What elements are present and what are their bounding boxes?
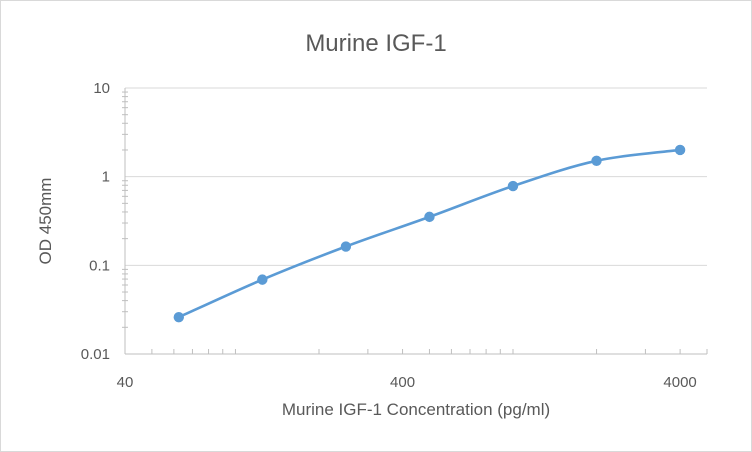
series <box>173 144 686 323</box>
data-point <box>674 144 686 156</box>
y-axis-title: OD 450mm <box>36 178 55 265</box>
data-point <box>591 155 602 166</box>
y-tick-label: 10 <box>93 80 110 97</box>
x-axis-title: Murine IGF-1 Concentration (pg/ml) <box>282 400 550 419</box>
x-tick-label: 400 <box>390 374 415 391</box>
data-point <box>507 180 519 192</box>
data-point <box>257 274 268 285</box>
y-tick-label: 0.1 <box>89 257 110 274</box>
y-tick-label: 0.01 <box>81 346 110 363</box>
data-point <box>173 312 184 323</box>
data-point <box>340 241 352 252</box>
ticks <box>122 91 708 354</box>
x-tick-label: 4000 <box>663 374 696 391</box>
chart-title: Murine IGF-1 <box>305 30 446 57</box>
tick-labels: 0.01 0.1 1 10 40 400 4000 <box>81 80 697 391</box>
series-line <box>177 148 682 319</box>
gridlines <box>125 87 707 266</box>
data-point <box>424 211 435 223</box>
axes <box>124 88 707 355</box>
x-tick-label: 40 <box>117 374 134 391</box>
y-tick-label: 1 <box>102 169 110 186</box>
